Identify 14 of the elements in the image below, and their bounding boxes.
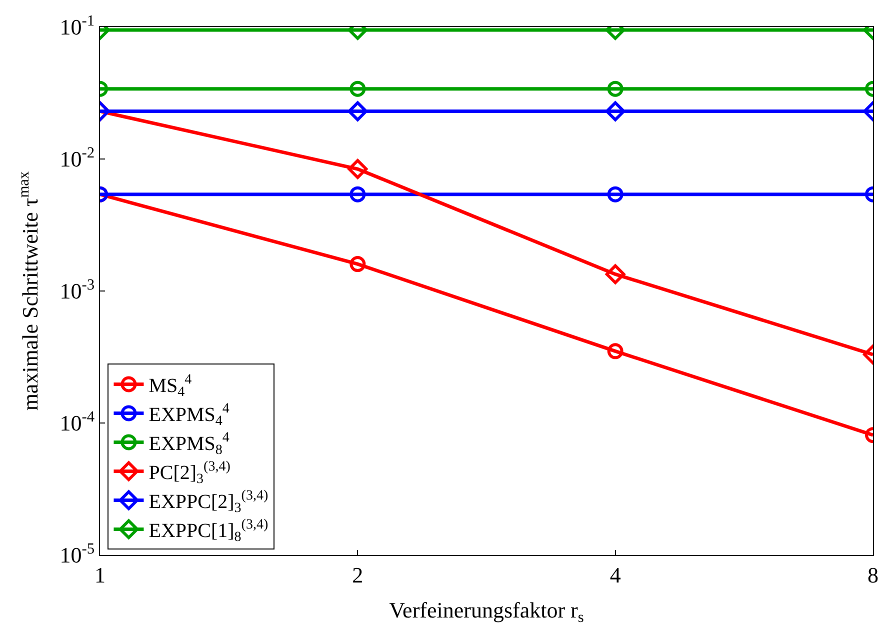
point: [607, 343, 624, 360]
point: [348, 159, 368, 179]
point: [605, 264, 626, 284]
x-tick-label: 4: [610, 562, 621, 588]
x-axis-title: Verfeinerungsfaktor r$_{s}$: [389, 597, 584, 626]
x-tick-label: 1: [94, 562, 106, 588]
y-tick-label: 10$^{-3}$: [60, 276, 95, 304]
x-tick-label: 8: [868, 562, 878, 588]
y-tick-label: 10$^{-5}$: [60, 540, 95, 568]
y-tick-label: 10$^{-1}$: [60, 12, 95, 40]
x-tick-label: 2: [352, 562, 364, 588]
point: [350, 256, 366, 272]
y-tick-label: 10$^{-2}$: [60, 144, 95, 172]
y-tick-label: 10$^{-4}$: [60, 408, 95, 436]
